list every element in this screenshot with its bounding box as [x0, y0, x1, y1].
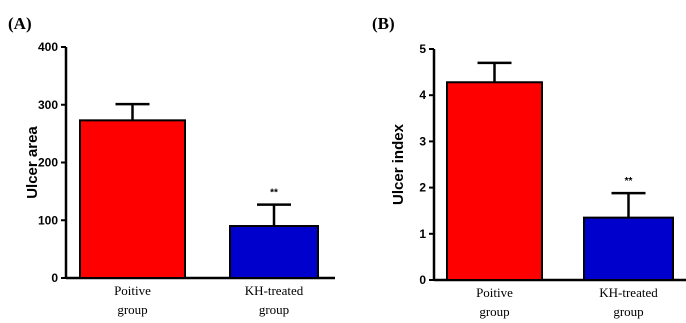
y-tick-label: 200 — [38, 156, 58, 170]
y-tick-label: 2 — [419, 181, 426, 195]
bar — [446, 81, 543, 281]
bar — [79, 119, 186, 279]
y-tick-label: 0 — [51, 271, 58, 285]
bar — [583, 216, 674, 282]
y-tick-label: 300 — [38, 98, 58, 112]
y-tick-label: 4 — [419, 88, 426, 102]
x-category-label: Poitive group — [114, 283, 151, 317]
panel-a: (A) 0 100 200 300 400 Ulcer area Poitive group **… — [8, 14, 335, 317]
y-axis-label: Ulcer index — [390, 123, 407, 205]
x-category-label: KH-treated group — [245, 283, 304, 317]
y-tick-label: 0 — [419, 273, 426, 287]
x-category-label: KH-treated group — [599, 285, 658, 319]
y-axis-label: Ulcer area — [24, 126, 41, 199]
x-category-label: Poitive group — [476, 285, 513, 319]
significance-marker: ** — [625, 176, 633, 187]
panel-b: (B) 0 1 2 3 4 5 Ulcer index Poitive group ** KH-tre… — [372, 14, 686, 319]
panel-label: (B) — [372, 14, 395, 33]
y-tick-label: 1 — [419, 227, 426, 241]
y-tick-label: 100 — [38, 213, 58, 227]
bar — [229, 225, 319, 279]
y-tick-label: 5 — [419, 42, 426, 56]
panel-label: (A) — [8, 14, 32, 33]
significance-marker: ** — [270, 188, 278, 199]
y-tick-label: 400 — [38, 40, 58, 54]
y-tick-label: 3 — [419, 134, 426, 148]
